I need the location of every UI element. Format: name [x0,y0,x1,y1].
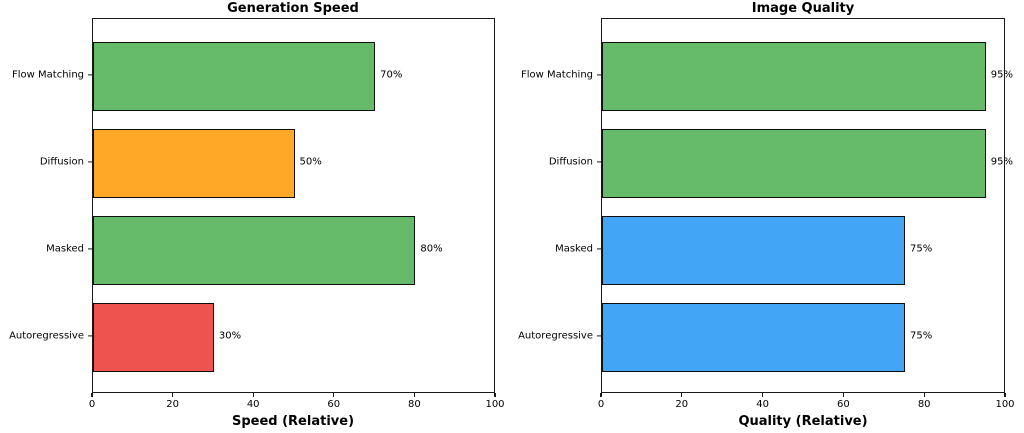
x-tick-label: 60 [327,399,341,410]
x-tick-mark [1004,393,1006,397]
bar-autoregressive [602,302,905,372]
y-tick-mark [597,335,601,337]
bar-diffusion [93,128,295,198]
x-tick-label: 20 [675,399,689,410]
x-tick-label: 20 [166,399,179,410]
bar-flow-matching [602,41,986,111]
category-label: Flow Matching [12,69,84,81]
x-tick-label: 100 [485,399,505,410]
value-label: 70% [380,69,403,81]
x-tick-mark [600,393,602,397]
bar-diffusion [602,128,986,198]
y-tick-mark [597,161,601,163]
y-tick-mark [597,248,601,250]
x-tick-mark [91,393,93,397]
x-tick-mark [172,393,174,397]
y-tick-mark [88,335,92,337]
value-label: 50% [299,156,322,168]
x-tick-mark [413,393,415,397]
x-tick-mark [923,393,925,397]
bar-masked [93,215,416,285]
value-label: 75% [910,330,933,342]
value-label: 95% [990,69,1014,81]
x-tick-label: 80 [917,399,931,410]
x-tick-mark [333,393,335,397]
bar-flow-matching [93,41,376,111]
category-label: Autoregressive [9,330,84,342]
y-tick-mark [88,161,92,163]
chart-title-generation-speed: Generation Speed [227,1,359,16]
value-label: 75% [910,243,933,255]
x-tick-label: 0 [88,399,96,410]
y-tick-mark [88,248,92,250]
value-label: 30% [218,330,242,342]
bar-autoregressive [93,302,214,372]
x-tick-mark [252,393,254,397]
category-label: Diffusion [548,156,593,168]
x-tick-mark [681,393,683,397]
x-axis-label-speed: Speed (Relative) [231,414,355,429]
plot-area-image-quality [601,18,1005,393]
category-label: Flow Matching [521,69,593,81]
x-tick-mark [842,393,844,397]
y-tick-mark [88,74,92,76]
y-tick-mark [597,74,601,76]
category-label: Diffusion [39,156,84,168]
value-label: 95% [990,156,1014,168]
category-label: Masked [46,243,84,255]
x-tick-label: 40 [246,399,260,410]
x-tick-mark [494,393,496,397]
x-tick-label: 80 [408,399,421,410]
value-label: 80% [420,243,443,255]
plot-area-generation-speed [92,18,495,393]
category-label: Autoregressive [518,330,593,342]
x-tick-label: 100 [995,399,1015,410]
x-tick-mark [762,393,764,397]
chart-title-image-quality: Image Quality [751,1,855,16]
x-tick-label: 40 [756,399,769,410]
x-axis-label-quality: Quality (Relative) [738,414,868,429]
category-label: Masked [555,243,593,255]
x-tick-label: 0 [597,399,605,410]
bar-masked [602,215,905,285]
x-tick-label: 60 [837,399,850,410]
